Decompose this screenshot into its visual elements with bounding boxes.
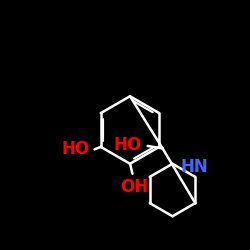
Text: HO: HO	[62, 140, 90, 158]
Text: HO: HO	[113, 136, 141, 154]
Text: OH: OH	[120, 178, 148, 196]
Text: HN: HN	[180, 158, 208, 176]
